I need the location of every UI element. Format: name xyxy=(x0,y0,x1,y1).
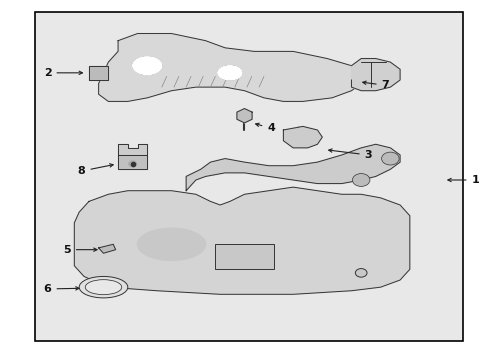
Circle shape xyxy=(355,269,366,277)
Ellipse shape xyxy=(79,276,127,298)
Ellipse shape xyxy=(137,228,205,260)
Polygon shape xyxy=(118,155,147,169)
Circle shape xyxy=(381,152,398,165)
Text: 4: 4 xyxy=(255,123,275,133)
Circle shape xyxy=(352,174,369,186)
Polygon shape xyxy=(237,109,251,123)
Text: 6: 6 xyxy=(43,284,79,294)
Polygon shape xyxy=(186,144,399,191)
Text: 2: 2 xyxy=(43,68,82,78)
Polygon shape xyxy=(99,244,116,253)
Polygon shape xyxy=(351,59,399,91)
FancyBboxPatch shape xyxy=(215,244,273,269)
Text: 3: 3 xyxy=(328,149,371,160)
Text: 5: 5 xyxy=(63,245,97,255)
Polygon shape xyxy=(74,187,409,294)
Polygon shape xyxy=(89,66,108,80)
Polygon shape xyxy=(99,33,361,102)
Text: 1: 1 xyxy=(447,175,478,185)
Ellipse shape xyxy=(85,280,122,295)
Text: 7: 7 xyxy=(362,80,388,90)
Ellipse shape xyxy=(217,66,242,80)
Ellipse shape xyxy=(132,57,162,75)
Polygon shape xyxy=(283,126,322,148)
FancyBboxPatch shape xyxy=(35,12,462,341)
Polygon shape xyxy=(118,144,147,155)
Circle shape xyxy=(128,161,136,167)
Text: 8: 8 xyxy=(78,164,113,176)
